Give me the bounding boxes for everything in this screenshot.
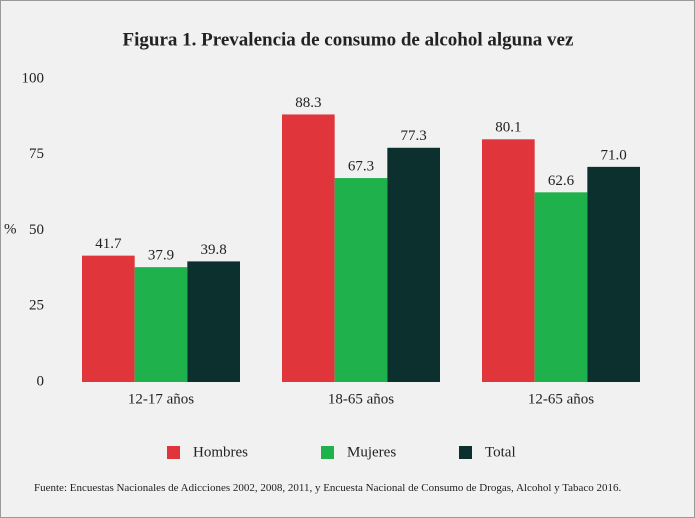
value-label: 88.3 (295, 95, 321, 111)
source-note: Fuente: Encuestas Nacionales de Adiccion… (34, 482, 622, 494)
x-tick-label: 12-65 años (528, 391, 594, 407)
chart: Figura 1. Prevalencia de consumo de alco… (4, 29, 640, 460)
y-tick-label: 75 (29, 146, 44, 162)
value-label: 67.3 (348, 159, 374, 175)
value-label: 37.9 (148, 248, 174, 264)
legend-label: Total (485, 444, 516, 460)
x-tick-label: 18-65 años (328, 391, 394, 407)
legend-label: Hombres (193, 444, 248, 460)
chart-title: Figura 1. Prevalencia de consumo de alco… (123, 29, 574, 50)
y-tick-label: 50 (29, 222, 44, 238)
y-tick-label: 0 (37, 373, 45, 389)
bar (387, 147, 440, 382)
y-tick-label: 25 (29, 298, 44, 314)
legend-swatch (167, 446, 180, 459)
value-label: 39.8 (201, 242, 227, 258)
bar (282, 114, 335, 383)
value-label: 71.0 (601, 147, 627, 163)
bar (134, 267, 188, 382)
value-label: 62.6 (548, 173, 575, 189)
y-axis-label: % (4, 221, 17, 237)
bar (82, 255, 135, 382)
legend-label: Mujeres (347, 444, 396, 460)
y-tick-label: 100 (22, 70, 45, 86)
value-label: 80.1 (495, 120, 521, 136)
bar (187, 261, 240, 382)
bar (534, 192, 588, 382)
value-label: 41.7 (95, 236, 122, 252)
legend-swatch (459, 446, 472, 459)
bar (482, 139, 535, 382)
legend-swatch (321, 446, 334, 459)
x-tick-label: 12-17 años (128, 391, 194, 407)
value-label: 77.3 (401, 128, 427, 144)
bar (587, 166, 640, 382)
bar (334, 178, 388, 382)
